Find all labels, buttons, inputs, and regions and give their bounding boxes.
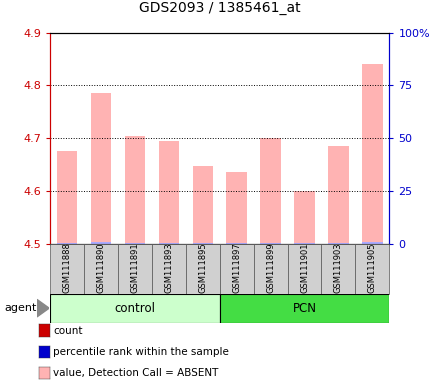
- Text: count: count: [53, 326, 82, 336]
- Text: GDS2093 / 1385461_at: GDS2093 / 1385461_at: [138, 2, 300, 15]
- Bar: [50, 294, 219, 323]
- Text: value, Detection Call = ABSENT: value, Detection Call = ABSENT: [53, 368, 218, 378]
- Text: PCN: PCN: [292, 302, 316, 314]
- Bar: [294, 191, 314, 244]
- Bar: [226, 243, 246, 244]
- Text: control: control: [114, 302, 155, 314]
- Bar: [158, 243, 178, 244]
- Text: GSM111903: GSM111903: [333, 242, 342, 293]
- Text: agent: agent: [4, 303, 36, 313]
- Text: GSM111888: GSM111888: [62, 242, 71, 293]
- Bar: [57, 151, 77, 244]
- Bar: [91, 93, 111, 244]
- Text: percentile rank within the sample: percentile rank within the sample: [53, 347, 228, 357]
- Bar: [151, 244, 185, 294]
- Text: GSM111895: GSM111895: [198, 242, 207, 293]
- Bar: [287, 244, 321, 294]
- Text: GSM111891: GSM111891: [130, 242, 139, 293]
- Bar: [328, 243, 348, 244]
- Bar: [125, 243, 145, 244]
- Bar: [328, 146, 348, 244]
- Bar: [219, 244, 253, 294]
- Bar: [192, 166, 212, 244]
- Bar: [185, 244, 219, 294]
- Text: GSM111893: GSM111893: [164, 242, 173, 293]
- Bar: [260, 243, 280, 244]
- Bar: [84, 244, 118, 294]
- Bar: [362, 242, 381, 244]
- Bar: [355, 244, 388, 294]
- Bar: [91, 242, 111, 244]
- Bar: [125, 136, 145, 244]
- Bar: [219, 294, 388, 323]
- Bar: [362, 64, 381, 244]
- Text: GSM111897: GSM111897: [232, 242, 240, 293]
- Text: GSM111901: GSM111901: [299, 243, 308, 293]
- Bar: [226, 172, 246, 244]
- Bar: [50, 244, 84, 294]
- Text: GSM111905: GSM111905: [367, 243, 376, 293]
- Polygon shape: [37, 300, 49, 317]
- Bar: [158, 141, 178, 244]
- Text: GSM111899: GSM111899: [266, 242, 274, 293]
- Bar: [294, 243, 314, 244]
- Bar: [192, 243, 212, 244]
- Bar: [57, 243, 77, 244]
- Bar: [260, 138, 280, 244]
- Bar: [321, 244, 355, 294]
- Bar: [118, 244, 151, 294]
- Bar: [253, 244, 287, 294]
- Text: GSM111890: GSM111890: [96, 242, 105, 293]
